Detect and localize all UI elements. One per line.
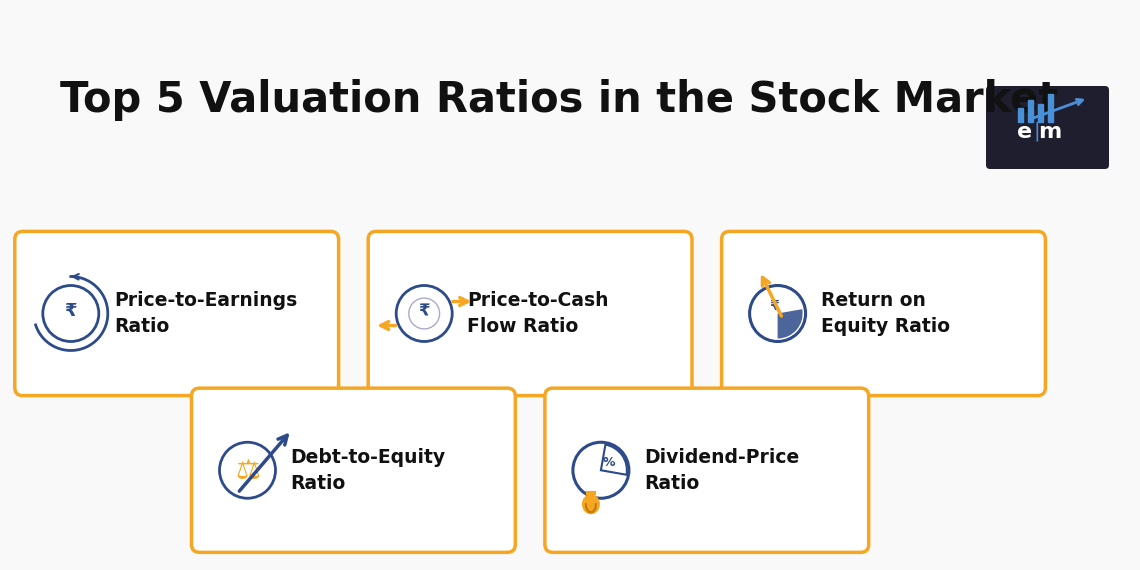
Text: ⚖: ⚖ bbox=[235, 457, 260, 485]
Text: Price-to-Earnings
Ratio: Price-to-Earnings Ratio bbox=[114, 291, 298, 336]
Bar bbox=[1039, 104, 1043, 121]
Text: %: % bbox=[603, 456, 616, 469]
Text: Top 5 Valuation Ratios in the Stock Market: Top 5 Valuation Ratios in the Stock Mark… bbox=[60, 79, 1058, 121]
Text: m: m bbox=[1039, 121, 1061, 141]
Text: Return on
Equity Ratio: Return on Equity Ratio bbox=[821, 291, 950, 336]
Text: |: | bbox=[1034, 122, 1041, 141]
Text: e: e bbox=[1017, 121, 1033, 141]
Wedge shape bbox=[777, 309, 803, 339]
Ellipse shape bbox=[581, 494, 600, 514]
Text: ₹: ₹ bbox=[768, 299, 779, 314]
Text: Price-to-Cash
Flow Ratio: Price-to-Cash Flow Ratio bbox=[467, 291, 609, 336]
Bar bbox=[1018, 108, 1023, 121]
FancyBboxPatch shape bbox=[368, 231, 692, 396]
Text: ₹: ₹ bbox=[65, 303, 78, 320]
Wedge shape bbox=[601, 445, 627, 475]
Bar bbox=[1048, 93, 1053, 121]
FancyBboxPatch shape bbox=[545, 388, 869, 552]
Bar bbox=[1028, 100, 1033, 121]
FancyBboxPatch shape bbox=[986, 86, 1109, 169]
Text: Debt-to-Equity
Ratio: Debt-to-Equity Ratio bbox=[291, 448, 446, 492]
FancyBboxPatch shape bbox=[722, 231, 1045, 396]
FancyBboxPatch shape bbox=[15, 231, 339, 396]
Text: Dividend-Price
Ratio: Dividend-Price Ratio bbox=[644, 448, 799, 492]
FancyBboxPatch shape bbox=[192, 388, 515, 552]
Text: ₹: ₹ bbox=[418, 303, 430, 320]
